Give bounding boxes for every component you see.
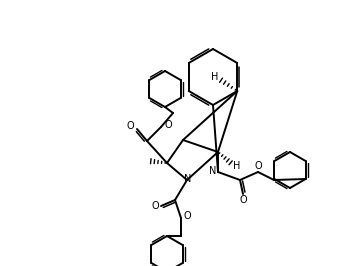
Text: O: O — [164, 120, 172, 130]
Text: O: O — [183, 211, 191, 221]
Text: O: O — [151, 201, 159, 211]
Text: N: N — [209, 166, 217, 176]
Text: H: H — [211, 72, 218, 82]
Text: O: O — [239, 195, 247, 205]
Text: N: N — [184, 174, 192, 184]
Text: H: H — [233, 161, 241, 171]
Text: O: O — [254, 161, 262, 171]
Text: O: O — [126, 121, 134, 131]
